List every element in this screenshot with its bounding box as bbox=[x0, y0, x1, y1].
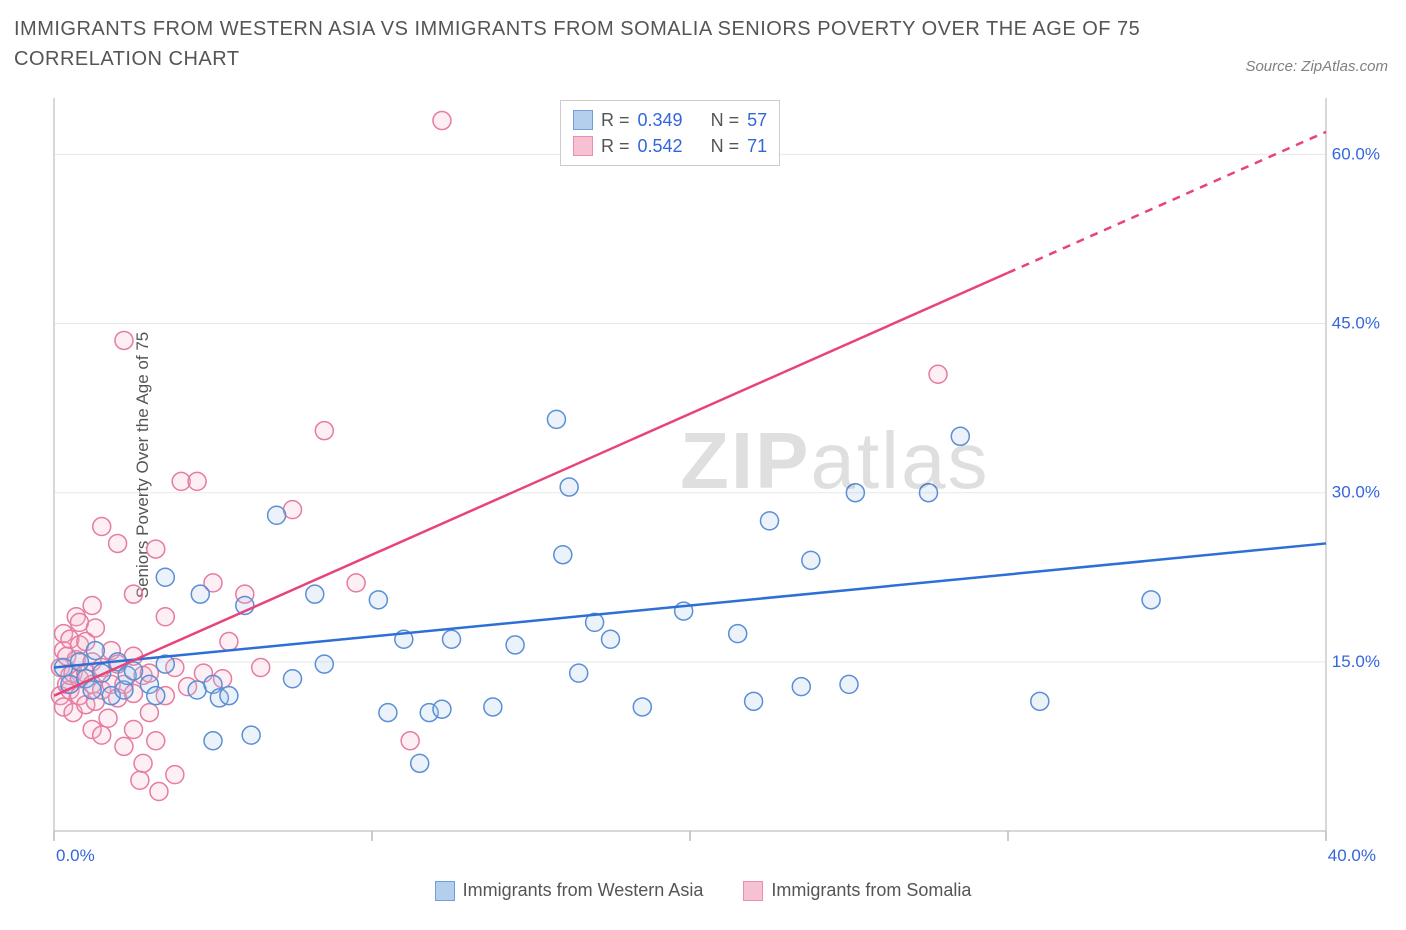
legend-n-value: 57 bbox=[747, 110, 767, 131]
chart-title: IMMIGRANTS FROM WESTERN ASIA VS IMMIGRAN… bbox=[14, 14, 1206, 74]
legend-swatch-pink bbox=[743, 881, 763, 901]
legend-item-somalia: Immigrants from Somalia bbox=[743, 880, 971, 901]
legend-row-western-asia: R = 0.349 N = 57 bbox=[573, 107, 767, 133]
series-legend: Immigrants from Western Asia Immigrants … bbox=[0, 880, 1406, 901]
legend-r-value: 0.349 bbox=[638, 110, 683, 131]
legend-n-label: N = bbox=[711, 110, 740, 131]
legend-n-value: 71 bbox=[747, 136, 767, 157]
legend-r-label: R = bbox=[601, 110, 630, 131]
legend-r-value: 0.542 bbox=[638, 136, 683, 157]
svg-text:30.0%: 30.0% bbox=[1332, 483, 1380, 502]
legend-swatch-blue bbox=[435, 881, 455, 901]
legend-row-somalia: R = 0.542 N = 71 bbox=[573, 133, 767, 159]
legend-n-label: N = bbox=[711, 136, 740, 157]
svg-text:45.0%: 45.0% bbox=[1332, 314, 1380, 333]
legend-swatch-pink bbox=[573, 136, 593, 156]
svg-text:60.0%: 60.0% bbox=[1332, 144, 1380, 163]
legend-r-label: R = bbox=[601, 136, 630, 157]
source-label: Source: ZipAtlas.com bbox=[1245, 58, 1388, 75]
scatter-plot: 15.0% 30.0% 45.0% 60.0% 0.0% 40.0% bbox=[50, 98, 1386, 873]
legend-label: Immigrants from Somalia bbox=[771, 880, 971, 901]
correlation-legend: R = 0.349 N = 57 R = 0.542 N = 71 bbox=[560, 100, 780, 166]
svg-text:0.0%: 0.0% bbox=[56, 846, 95, 865]
chart-area: 15.0% 30.0% 45.0% 60.0% 0.0% 40.0% bbox=[50, 98, 1386, 873]
svg-text:40.0%: 40.0% bbox=[1328, 846, 1376, 865]
legend-item-western-asia: Immigrants from Western Asia bbox=[435, 880, 704, 901]
legend-swatch-blue bbox=[573, 110, 593, 130]
legend-label: Immigrants from Western Asia bbox=[463, 880, 704, 901]
svg-text:15.0%: 15.0% bbox=[1332, 652, 1380, 671]
